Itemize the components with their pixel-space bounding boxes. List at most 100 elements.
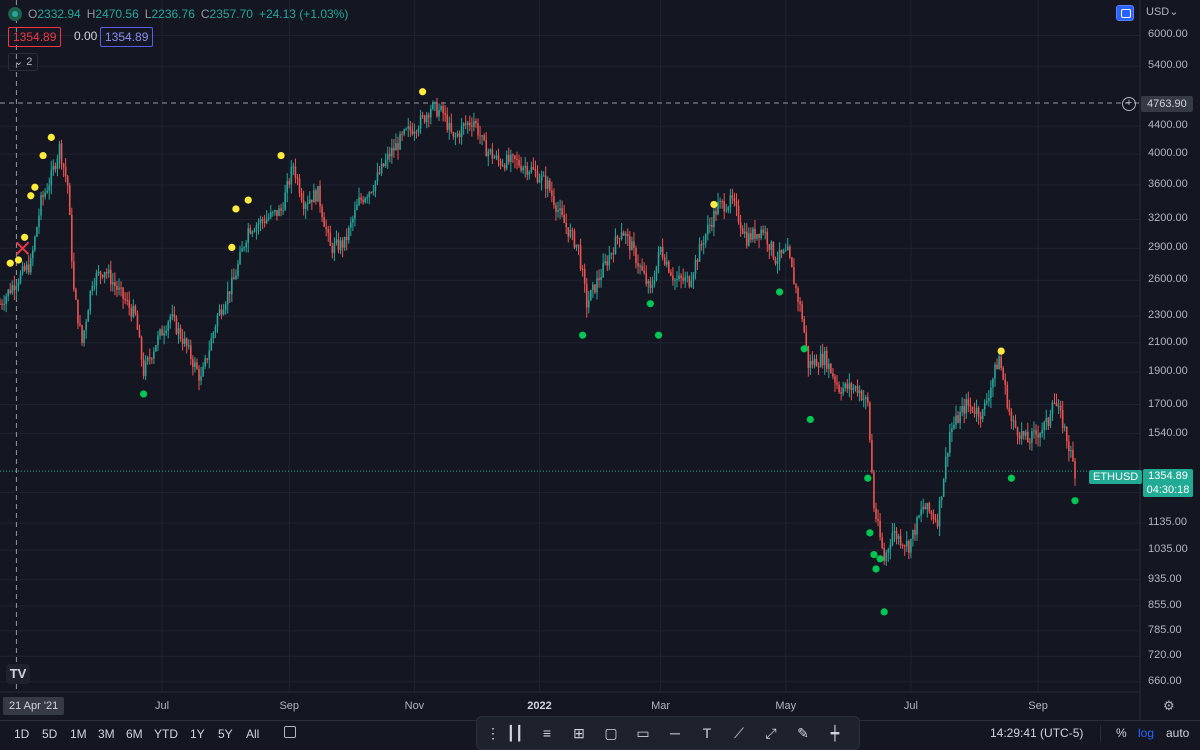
candle-body xyxy=(0,303,1,305)
currency-selector[interactable]: USD⌄ xyxy=(1146,5,1178,18)
candle-body xyxy=(1059,405,1062,411)
candle-body xyxy=(393,147,395,151)
range-button-5y[interactable]: 5Y xyxy=(218,727,233,741)
candle-body xyxy=(821,353,824,366)
candle-body xyxy=(17,282,20,286)
candle-body xyxy=(985,400,988,403)
candle-body xyxy=(928,503,931,512)
candle-body xyxy=(497,155,500,161)
candle-body xyxy=(563,215,565,223)
comment-icon[interactable]: ▭ xyxy=(636,725,650,741)
candle-body xyxy=(873,472,875,509)
price-tick-label: 6000.00 xyxy=(1148,28,1188,41)
candle-body xyxy=(228,291,231,295)
chevron-down-icon: ⌄ xyxy=(14,56,24,68)
candle-body xyxy=(200,376,202,381)
candle-body xyxy=(637,263,639,267)
candle-body xyxy=(317,186,319,202)
candle-body xyxy=(282,210,284,212)
candle-body xyxy=(1004,379,1007,386)
candle-body xyxy=(860,390,863,400)
tradingview-logo-icon[interactable]: TV xyxy=(6,664,30,684)
candle-body xyxy=(103,272,106,278)
currency-label: USD xyxy=(1146,6,1170,18)
candle-body xyxy=(206,358,209,360)
candle-body xyxy=(298,178,301,194)
range-button-3m[interactable]: 3M xyxy=(98,727,115,741)
auto-toggle[interactable]: auto xyxy=(1166,726,1190,740)
candle-body xyxy=(1,303,3,305)
candle-body xyxy=(678,275,680,279)
candle-body xyxy=(9,289,12,293)
candle-body xyxy=(735,200,738,206)
screenshot-toggle-icon[interactable] xyxy=(1116,5,1134,21)
candle-body xyxy=(832,373,834,377)
indicator-value-red[interactable]: 1354.89 xyxy=(8,27,62,47)
indicator-collapse-button[interactable]: ⌄ 2 xyxy=(8,53,39,71)
add-alert-plus-icon[interactable]: + xyxy=(1122,97,1136,111)
crosshair-box-icon[interactable]: ⊞ xyxy=(573,725,585,741)
range-button-ytd[interactable]: YTD xyxy=(154,727,178,741)
percent-toggle[interactable]: % xyxy=(1116,726,1127,740)
candle-body xyxy=(711,224,713,228)
candle-body xyxy=(210,338,213,351)
long-position-icon[interactable]: ≡ xyxy=(542,725,552,741)
candle-body xyxy=(265,218,268,224)
candle-body xyxy=(503,165,506,169)
high-signal-dot xyxy=(277,151,285,160)
candle-body xyxy=(885,552,888,561)
log-toggle[interactable]: log xyxy=(1138,726,1155,740)
candle-body xyxy=(852,388,855,390)
symbol-logo-icon[interactable] xyxy=(8,7,22,21)
candle-body xyxy=(944,456,947,480)
indicator-value-blue[interactable]: 1354.89 xyxy=(100,27,154,47)
candle-body xyxy=(756,234,758,239)
candle-body xyxy=(302,200,305,210)
candle-body xyxy=(249,228,252,234)
candle-body xyxy=(877,518,879,521)
candle-body xyxy=(830,363,832,374)
range-button-6m[interactable]: 6M xyxy=(126,727,143,741)
drag-handle-icon[interactable]: ⋮ xyxy=(486,725,500,741)
price-chart[interactable] xyxy=(0,0,1200,720)
gear-icon[interactable]: ⚙ xyxy=(1163,698,1175,713)
time-tick-label: Sep xyxy=(1028,700,1048,712)
candle-body xyxy=(643,270,645,274)
candle-body xyxy=(192,359,194,367)
candle-body xyxy=(856,386,859,394)
candle-body xyxy=(635,247,637,264)
candle-body xyxy=(48,185,51,191)
calendar-goto-icon[interactable] xyxy=(284,726,296,738)
path-icon[interactable]: ⤢ xyxy=(765,725,777,741)
candle-body xyxy=(758,234,760,239)
horizontal-line-icon[interactable]: ─ xyxy=(670,725,680,741)
clock-timezone[interactable]: 14:29:41 (UTC-5) xyxy=(990,726,1084,740)
pencil-icon[interactable]: ✎ xyxy=(797,725,809,741)
range-button-1y[interactable]: 1Y xyxy=(190,727,205,741)
candle-body xyxy=(770,241,773,250)
trendline-icon[interactable]: ⟋ xyxy=(734,725,744,741)
candle-body xyxy=(132,306,135,317)
range-button-5d[interactable]: 5D xyxy=(42,727,58,741)
range-button-1m[interactable]: 1M xyxy=(70,727,87,741)
candles-icon[interactable]: ┃┃ xyxy=(506,725,524,741)
price-tick-label: 660.00 xyxy=(1148,674,1182,687)
range-button-1d[interactable]: 1D xyxy=(14,727,30,741)
bar-icon[interactable]: ┿ xyxy=(830,725,840,741)
range-button-all[interactable]: All xyxy=(246,727,260,741)
close-value: 2357.70 xyxy=(209,7,253,21)
candle-body xyxy=(700,244,703,246)
low-label: L xyxy=(144,7,152,21)
candle-body xyxy=(674,280,676,282)
candle-body xyxy=(653,279,656,286)
rectangle-icon[interactable]: ▢ xyxy=(604,725,618,741)
price-tick-label: 4400.00 xyxy=(1148,119,1188,132)
price-tick-label: 3600.00 xyxy=(1148,177,1188,190)
candle-body xyxy=(737,205,740,223)
candle-body xyxy=(1000,356,1002,369)
candle-body xyxy=(7,289,10,297)
candle-body xyxy=(762,229,764,233)
candle-body xyxy=(828,363,830,369)
text-icon[interactable]: T xyxy=(702,725,712,741)
candle-body xyxy=(555,205,557,212)
